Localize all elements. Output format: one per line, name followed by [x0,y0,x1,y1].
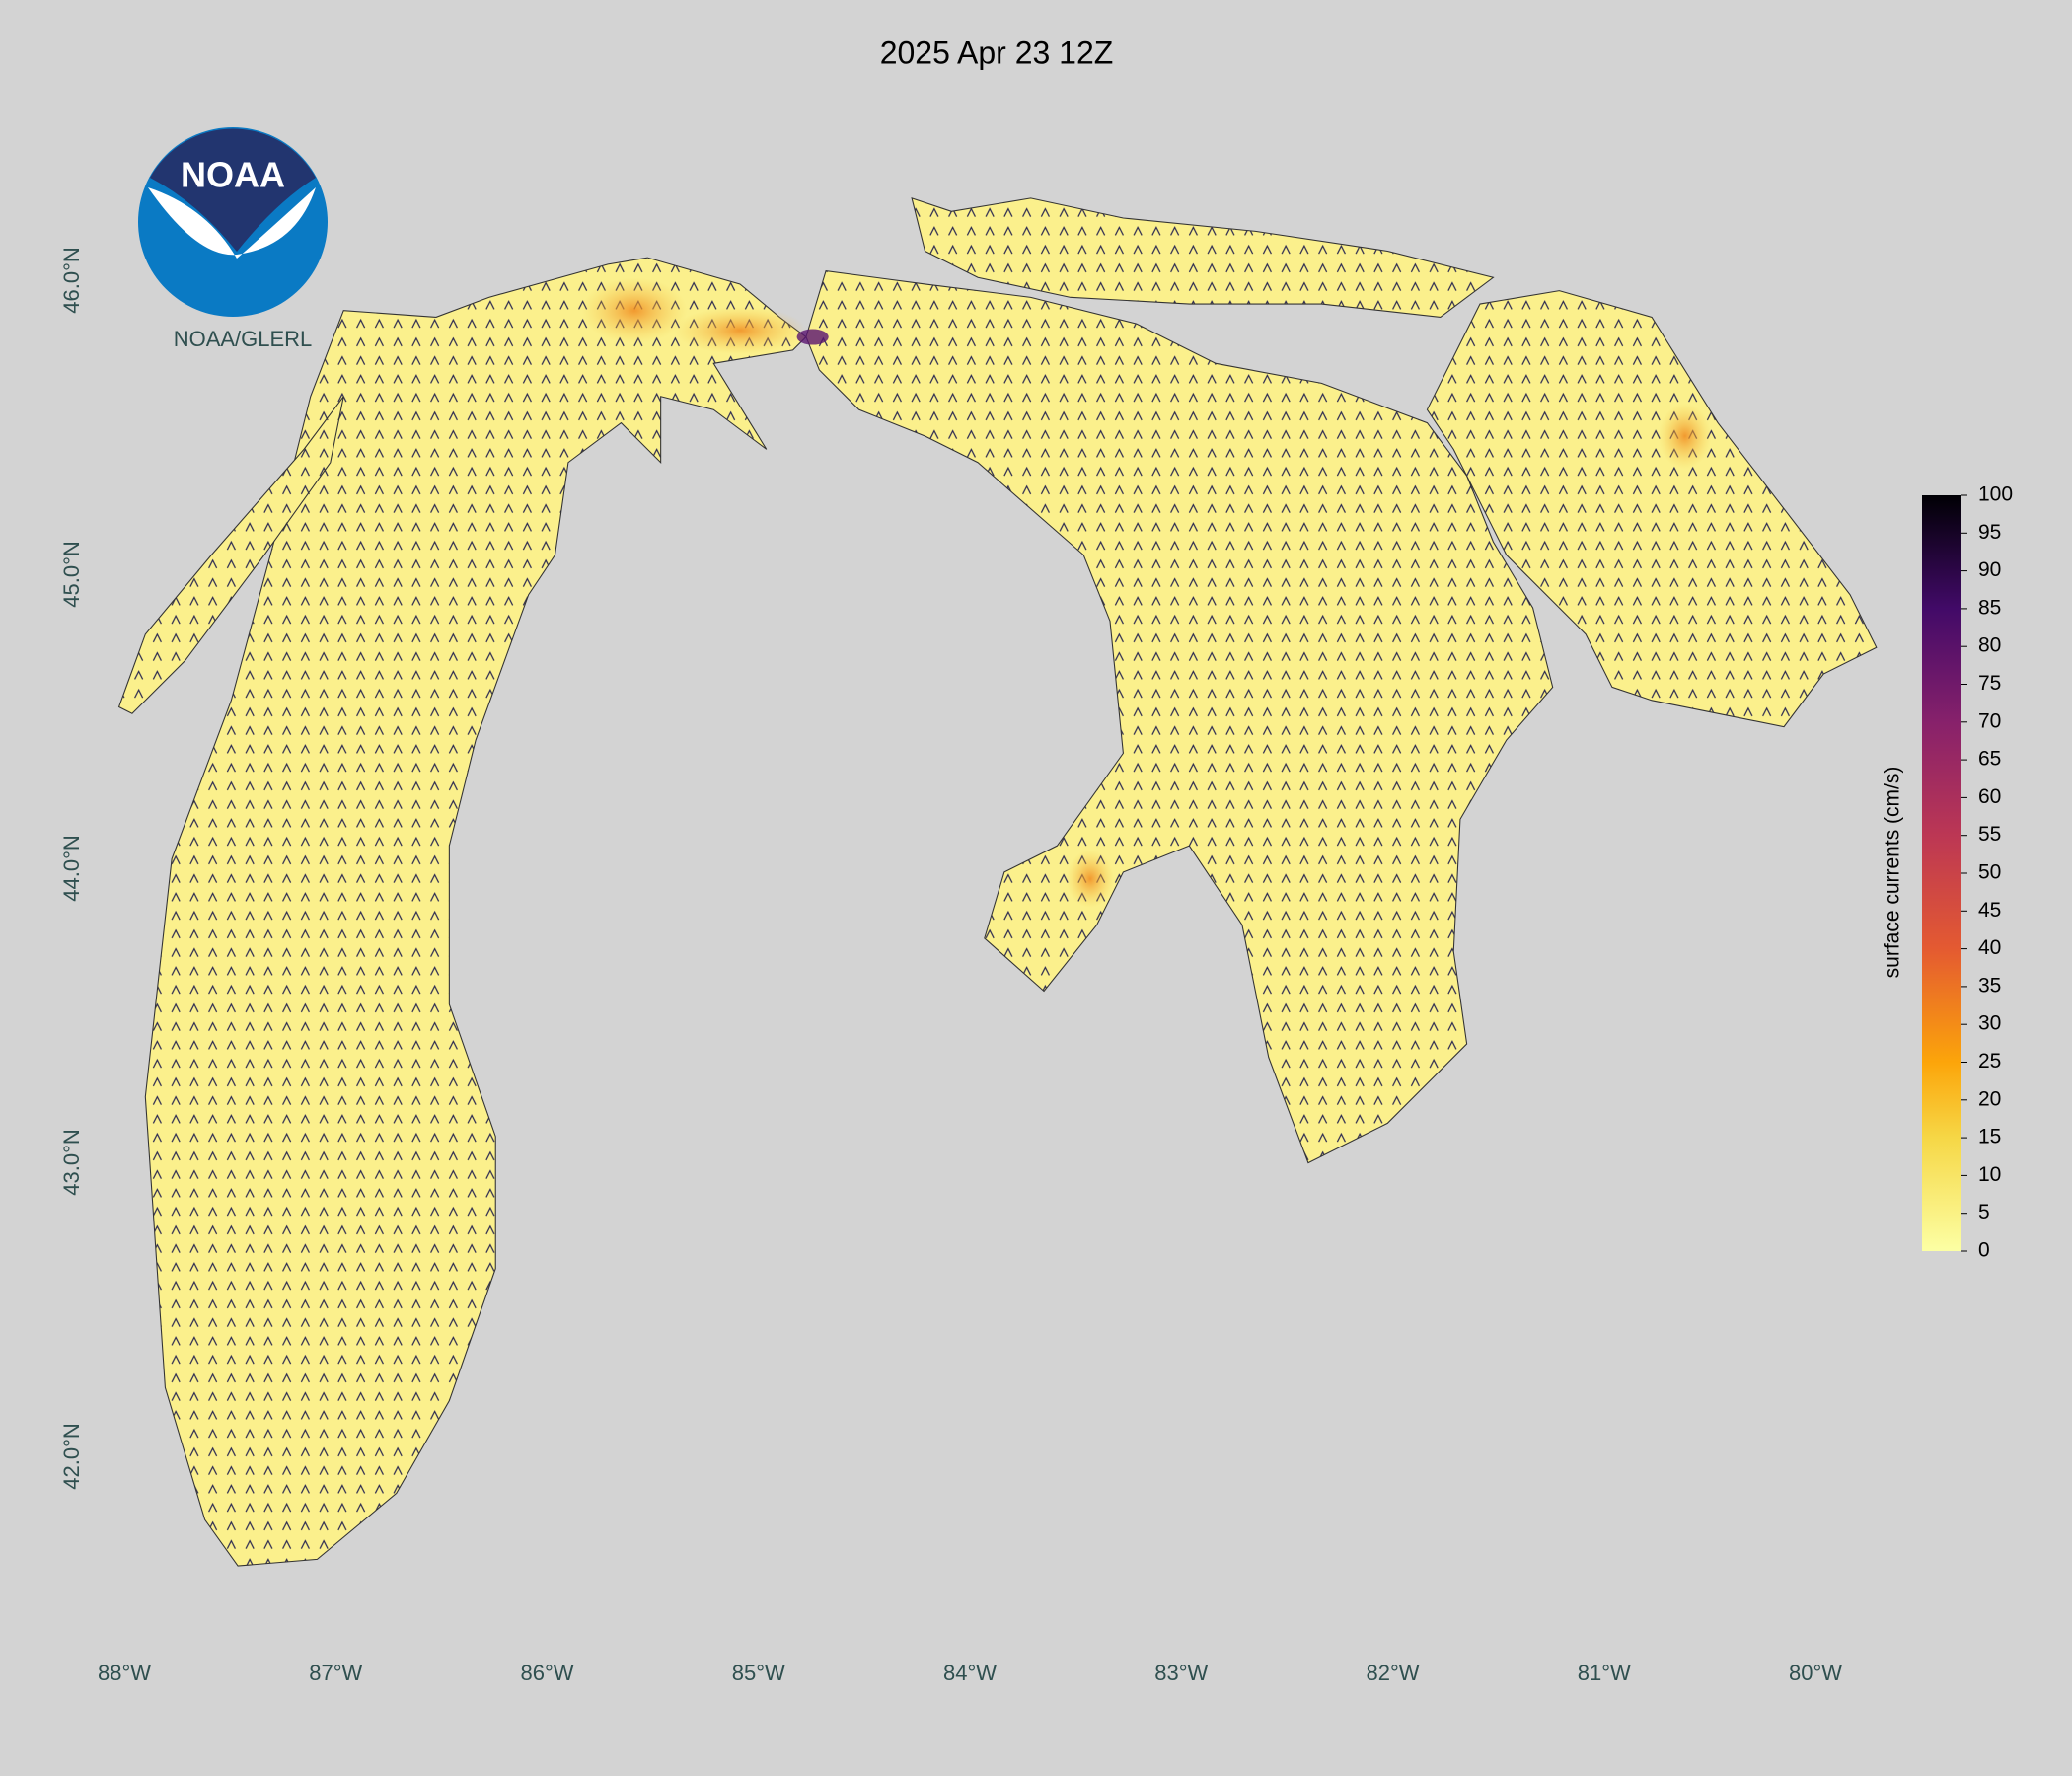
colorbar-tick-label: 40 [1978,936,2001,959]
colorbar-tick-label: 15 [1978,1126,2001,1148]
colorbar-tick-label: 35 [1978,974,2001,997]
noaa-logo: NOAA NOAA/GLERL [138,127,328,351]
colorbar [1922,495,1961,1251]
lakes [117,197,1878,1567]
current-hotspot [1658,403,1712,470]
current-hotspot [1066,850,1115,909]
colorbar-tick-label: 10 [1978,1163,2001,1186]
latitude-label: 44.0°N [59,835,84,902]
lake-huron [805,269,1554,1164]
longitude-label: 83°W [1154,1661,1208,1685]
longitude-label: 81°W [1578,1661,1631,1685]
colorbar-tick-label: 45 [1978,899,2001,922]
colorbar-tick-label: 50 [1978,861,2001,884]
latitude-label: 42.0°N [59,1423,84,1490]
longitude-label: 86°W [520,1661,573,1685]
latitude-label: 46.0°N [59,247,84,314]
colorbar-tick-label: 85 [1978,596,2001,619]
north-channel [911,197,1495,318]
green-bay [117,396,344,714]
georgian-bay [1426,290,1878,728]
logo-bird [148,187,316,259]
colorbar-tick-label: 25 [1978,1050,2001,1073]
longitude-label: 88°W [98,1661,151,1685]
current-hotspot [581,277,688,344]
lake-michigan [144,257,807,1567]
colorbar-tick-label: 90 [1978,558,2001,581]
latitude-label: 45.0°N [59,541,84,608]
colorbar-tick-label: 0 [1978,1239,1990,1262]
longitude-label: 87°W [309,1661,362,1685]
current-hotspot [796,329,829,345]
colorbar-tick-label: 30 [1978,1012,2001,1035]
longitude-label: 85°W [732,1661,785,1685]
colorbar-tick-label: 75 [1978,672,2001,695]
colorbar-tick-label: 100 [1978,483,2013,506]
map-title: 2025 Apr 23 12Z [880,35,1114,70]
colorbar-tick-label: 20 [1978,1087,2001,1110]
colorbar-tick-label: 70 [1978,709,2001,732]
colorbar-tick-label: 80 [1978,634,2001,657]
longitude-label: 82°W [1366,1661,1419,1685]
logo-caption: NOAA/GLERL [174,327,313,351]
colorbar-tick-label: 65 [1978,748,2001,771]
logo-top [150,128,316,252]
colorbar-tick-label: 60 [1978,785,2001,808]
colorbar-label: surface currents (cm/s) [1882,767,1904,979]
current-hotspot [674,306,806,354]
latitude-label: 43.0°N [59,1129,84,1196]
colorbar-tick-label: 5 [1978,1201,1990,1223]
longitude-label: 80°W [1789,1661,1842,1685]
colorbar-tick-label: 95 [1978,521,2001,544]
colorbar-tick-label: 55 [1978,823,2001,846]
longitude-label: 84°W [943,1661,997,1685]
logo-text: NOAA [181,155,285,195]
